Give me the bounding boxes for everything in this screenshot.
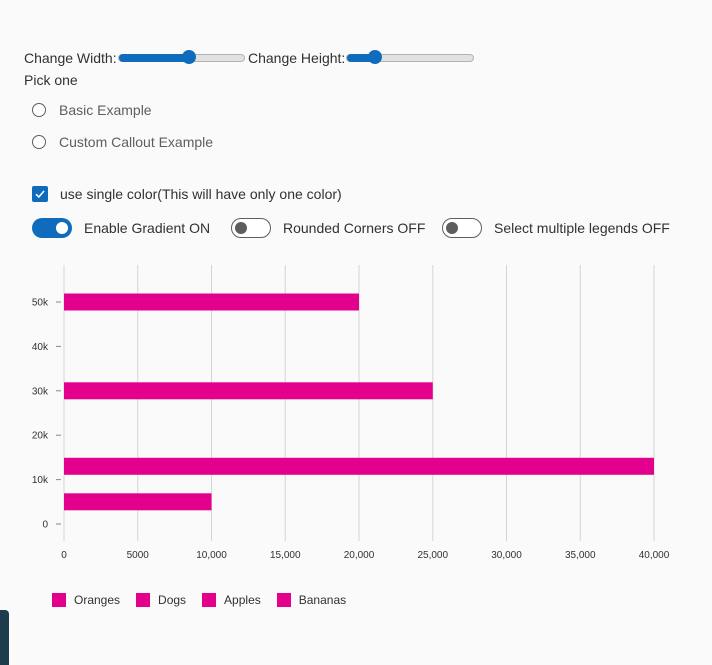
width-slider-label: Change Width: <box>24 50 117 66</box>
legend-swatch <box>136 593 151 607</box>
width-slider[interactable] <box>118 50 245 64</box>
chart-bar[interactable] <box>64 457 654 475</box>
side-panel-tab[interactable] <box>0 610 9 665</box>
legend-label: Dogs <box>158 593 187 607</box>
legend-label: Apples <box>224 593 261 607</box>
radio-basic-example[interactable]: Basic Example <box>32 100 152 120</box>
toggle-knob <box>446 222 458 234</box>
y-tick-label: 10k <box>32 475 49 486</box>
toggle-knob <box>235 222 247 234</box>
chart-bar[interactable] <box>64 493 212 511</box>
legend-item[interactable]: Oranges <box>52 593 120 607</box>
radio-circle-icon[interactable] <box>32 103 46 117</box>
chart-bars <box>64 293 654 511</box>
chart-bar[interactable] <box>64 382 433 400</box>
x-tick-label: 20,000 <box>344 550 375 561</box>
radio-circle-icon[interactable] <box>32 135 46 149</box>
y-tick-label: 40k <box>32 342 49 353</box>
gradient-toggle-label: Enable Gradient ON <box>84 220 211 236</box>
legend-swatch <box>276 593 291 607</box>
legend-item[interactable]: Apples <box>202 593 261 607</box>
width-slider-fill <box>119 54 189 62</box>
x-tick-label: 40,000 <box>639 550 670 561</box>
y-tick-label: 0 <box>42 520 48 531</box>
y-axis-ticks: 0 10k 20k 30k 40k 50k <box>32 298 61 531</box>
height-slider-label: Change Height: <box>248 50 346 66</box>
width-slider-thumb[interactable] <box>182 50 196 64</box>
y-tick-label: 30k <box>32 386 49 397</box>
multiple-legends-toggle-label: Select multiple legends OFF <box>494 220 670 236</box>
x-tick-label: 5000 <box>127 550 150 561</box>
checkmark-icon <box>35 190 45 199</box>
height-slider-thumb[interactable] <box>368 50 382 64</box>
pick-one-label: Pick one <box>24 72 78 88</box>
legend-label: Oranges <box>74 593 121 607</box>
radio-label: Custom Callout Example <box>59 134 214 150</box>
rounded-corners-toggle-label: Rounded Corners OFF <box>283 220 426 236</box>
chart-bar[interactable] <box>64 293 359 311</box>
legend-label: Bananas <box>298 593 347 607</box>
x-tick-label: 10,000 <box>196 550 227 561</box>
height-slider[interactable] <box>346 50 474 64</box>
gradient-toggle[interactable] <box>32 218 72 238</box>
height-slider-fill <box>347 54 375 62</box>
x-tick-label: 25,000 <box>417 550 448 561</box>
single-color-checkbox[interactable] <box>32 186 48 202</box>
toggle-knob <box>56 222 68 234</box>
legend-item[interactable]: Dogs <box>136 593 186 607</box>
radio-label: Basic Example <box>59 102 152 118</box>
legend-swatch <box>202 593 217 607</box>
single-color-checkbox-label: use single color(This will have only one… <box>60 186 342 202</box>
horizontal-bar-chart: 0 5000 10,000 15,000 20,000 25,000 30,000 35,00… <box>32 265 670 561</box>
legend-item[interactable]: Bananas <box>276 593 347 607</box>
single-color-checkbox-row[interactable]: use single color(This will have only one… <box>32 186 342 202</box>
rounded-corners-toggle[interactable] <box>231 218 271 238</box>
x-tick-label: 35,000 <box>565 550 596 561</box>
chart-legend: Oranges Dogs Apples Bananas <box>52 593 362 607</box>
x-axis-ticks: 0 5000 10,000 15,000 20,000 25,000 30,000 35,00… <box>61 550 670 561</box>
multiple-legends-toggle[interactable] <box>442 218 482 238</box>
legend-swatch <box>52 593 66 607</box>
radio-custom-callout-example[interactable]: Custom Callout Example <box>32 132 213 152</box>
x-tick-label: 30,000 <box>491 550 522 561</box>
x-tick-label: 15,000 <box>270 550 301 561</box>
y-tick-label: 50k <box>32 298 49 309</box>
y-tick-label: 20k <box>32 431 49 442</box>
x-tick-label: 0 <box>61 550 67 561</box>
